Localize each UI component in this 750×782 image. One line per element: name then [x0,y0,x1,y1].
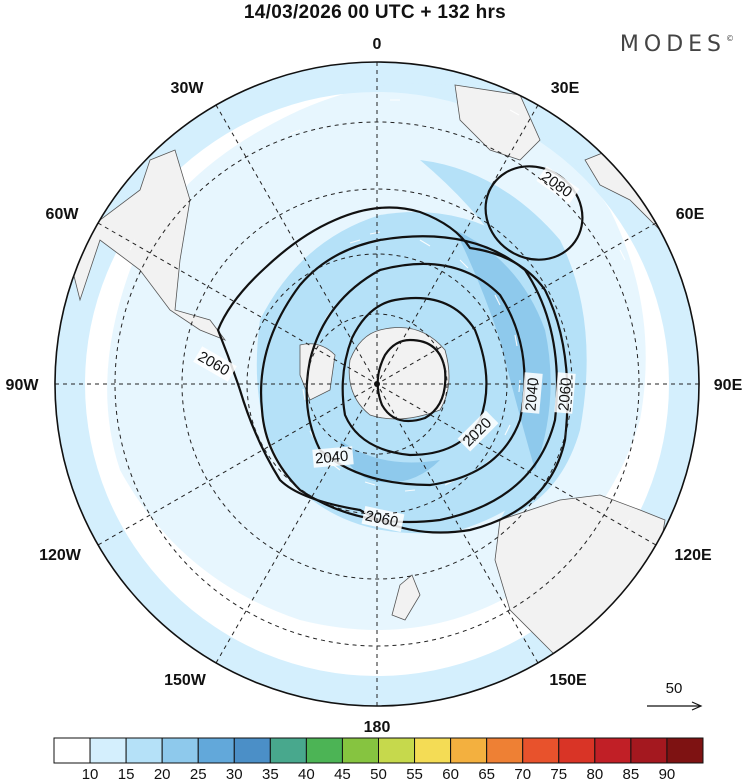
colorbar-tick-label: 40 [298,766,315,782]
contour-label: 2060 [364,507,400,531]
colorbar-swatch [233,737,271,764]
colorbar-tick-label: 85 [623,766,640,782]
colorbar-tick-label: 70 [514,766,531,782]
colorbar-swatch [161,737,199,764]
longitude-labels: 0 30E 60E 90E 120E 150E 180 150W 120W 90… [6,36,743,736]
lon-label-60e: 60E [676,206,705,223]
colorbar-tick-label: 80 [586,766,603,782]
colorbar-tick-label: 75 [550,766,567,782]
colorbar-swatch [594,737,632,764]
brand-name: MODES [619,32,726,57]
colorbar-swatch [125,737,163,764]
lon-label-90e: 90E [714,377,743,394]
colorbar-swatch [341,737,380,764]
colorbar-tick-label: 50 [370,766,387,782]
brand-copyright-mark: © [726,34,734,43]
colorbar-swatch [269,737,307,764]
contour-2020 [341,296,488,457]
colorbar-tick-label: 65 [478,766,495,782]
contour-2060 [216,206,569,534]
lon-label-120w: 120W [39,547,82,564]
lon-label-0: 0 [373,36,382,53]
colorbar-tick-label: 25 [190,766,207,782]
colorbar-tick-label: 30 [226,766,243,782]
lon-label-150e: 150E [549,672,587,689]
contour-2040 [305,262,526,487]
colorbar-swatch [558,737,596,764]
wind-reference-label: 50 [666,680,683,697]
lon-label-120e: 120E [674,547,712,564]
wind-reference: 50 [647,680,703,711]
colorbar-tick-label: 55 [406,766,423,782]
contour-2060-inner [260,235,559,524]
lon-label-60w: 60W [46,206,80,223]
lon-label-150w: 150W [164,672,207,689]
lon-label-30w: 30W [171,80,205,97]
colorbar-swatch [414,737,452,764]
map-title: 14/03/2026 00 UTC + 132 hrs [243,2,507,23]
colorbar-swatch [53,737,91,764]
wind-vectors [99,99,661,651]
colorbar: 10 15 20 25 30 35 40 45 50 55 60 65 70 75 80 85 90 [53,737,704,782]
lon-label-180: 180 [364,719,391,736]
contour-labels: 2080 2060 2040 2020 2040 2060 2060 [193,166,580,532]
colorbar-tick-label: 35 [262,766,279,782]
colorbar-tick-label: 60 [442,766,459,782]
map-border [54,61,700,707]
colorbar-tick-label: 15 [118,766,135,782]
colorbar-swatch [450,737,488,764]
contour-inner [376,338,447,423]
south-pole-marker [374,381,380,387]
lon-label-30e: 30E [551,80,580,97]
colorbar-swatch [197,737,235,764]
colorbar-tick-label: 90 [659,766,676,782]
lon-label-90w: 90W [6,377,40,394]
colorbar-tick-label: 10 [82,766,99,782]
colorbar-swatch [486,737,524,764]
colorbar-swatch [666,737,704,764]
contour-label: 2060 [555,377,575,412]
height-contours [216,165,584,534]
colorbar-swatch [89,737,127,764]
colorbar-tick-label: 45 [334,766,351,782]
brand-logo: MODES© [620,32,734,57]
colorbar-swatch [378,737,416,764]
contour-label: 2040 [314,448,349,468]
colorbar-swatch [630,737,668,764]
contour-label: 2040 [522,377,542,412]
colorbar-tick-label: 20 [154,766,171,782]
colorbar-swatch [522,737,560,764]
colorbar-swatch [305,737,343,764]
